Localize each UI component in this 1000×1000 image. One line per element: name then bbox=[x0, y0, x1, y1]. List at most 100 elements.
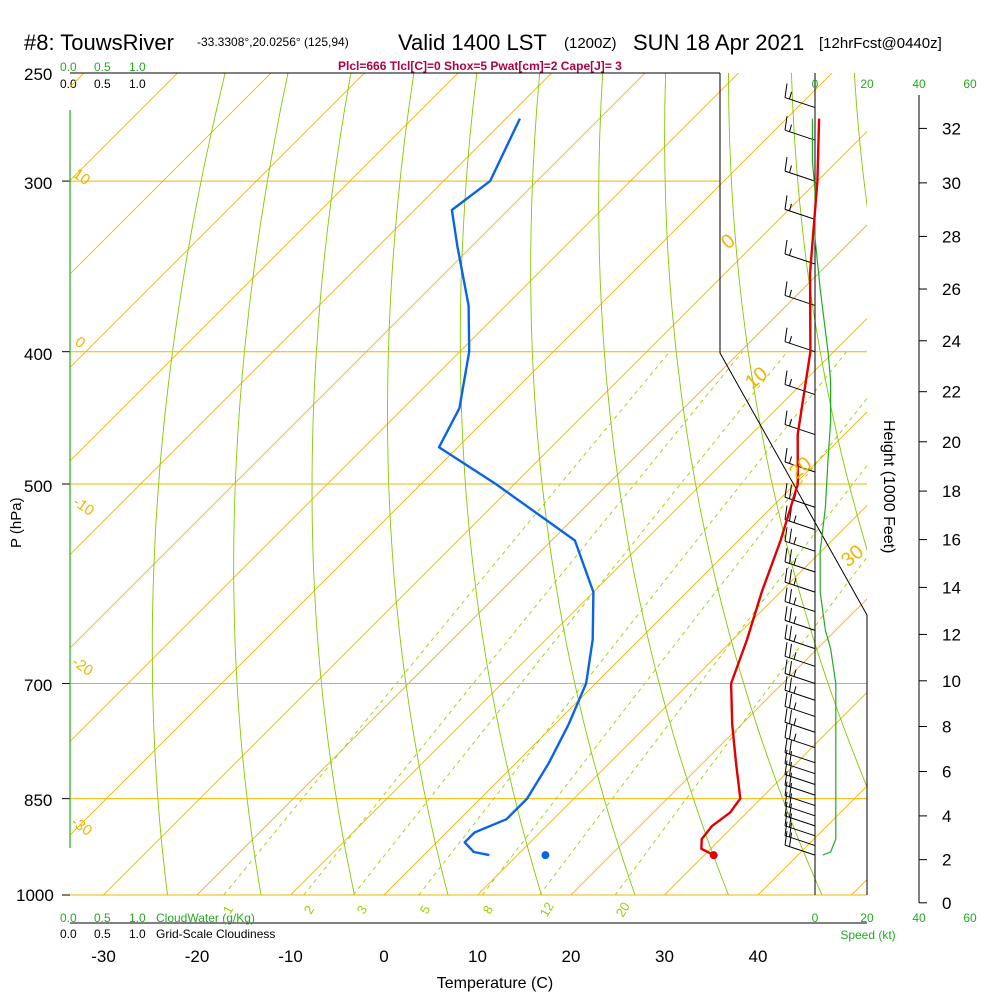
speed-tick-top: 0 bbox=[812, 77, 819, 91]
cloud-tick-bottom-green-2: 1.0 bbox=[129, 911, 146, 925]
barb-feather bbox=[784, 676, 788, 691]
speed-tick-bottom: 20 bbox=[860, 911, 874, 925]
valid-time: Valid 1400 LST bbox=[398, 30, 547, 55]
height-axis-title: Height (1000 Feet) bbox=[880, 420, 897, 553]
wind-barb bbox=[784, 527, 816, 552]
height-tick-label: 0 bbox=[942, 894, 951, 913]
mixing-ratio-line bbox=[481, 397, 867, 895]
stability-indices: Plcl=666 Tlcl[C]=0 Shox=5 Pwat[cm]=2 Cap… bbox=[338, 59, 622, 73]
wind-barb bbox=[784, 370, 816, 396]
wind-barb bbox=[784, 771, 816, 796]
barb-feather bbox=[789, 761, 792, 777]
barb-staff bbox=[784, 461, 816, 473]
barb-feather bbox=[793, 686, 797, 694]
wind-barb bbox=[784, 410, 816, 436]
isotherm-label: 20 bbox=[785, 453, 816, 484]
speed-axis-top: 0 20 40 60 bbox=[812, 77, 977, 91]
utc-time: (1200Z) bbox=[564, 35, 617, 52]
surface-dewpoint-marker bbox=[541, 851, 550, 860]
dry-adiabat-lines bbox=[151, 73, 867, 895]
barb-feather bbox=[784, 642, 788, 657]
pressure-tick-label: 300 bbox=[24, 174, 52, 193]
isotherm-line bbox=[70, 73, 272, 275]
isotherm-label: -30 bbox=[68, 813, 96, 839]
barb-feather bbox=[789, 693, 792, 709]
dewpoint-profile-line bbox=[437, 118, 595, 857]
x-tick-label: 10 bbox=[468, 947, 487, 966]
barb-feather bbox=[793, 537, 797, 545]
cloud-tick-top-green-1: 0.5 bbox=[94, 60, 111, 74]
barb-feather bbox=[784, 547, 788, 563]
cloud-tick-bottom-green-0: 0.0 bbox=[60, 911, 77, 925]
barb-feather bbox=[784, 801, 788, 816]
barb-staff bbox=[784, 208, 816, 220]
wind-barb bbox=[784, 547, 816, 573]
barb-feather bbox=[784, 738, 788, 753]
mixing-ratio-line bbox=[303, 351, 743, 895]
wind-barb bbox=[784, 723, 816, 749]
barb-feather bbox=[789, 607, 792, 622]
x-tick-label: 20 bbox=[562, 947, 581, 966]
pressure-tick-label: 1000 bbox=[16, 886, 54, 905]
barb-feather bbox=[789, 165, 792, 173]
barb-feather bbox=[789, 91, 792, 100]
mixing-ratio-label: 8 bbox=[480, 903, 497, 917]
barb-staff bbox=[784, 705, 816, 717]
barb-feather bbox=[789, 740, 792, 755]
barb-feather bbox=[784, 370, 788, 385]
wind-barb bbox=[784, 116, 816, 141]
surface-temperature-marker bbox=[709, 851, 718, 860]
height-tick-label: 22 bbox=[942, 383, 961, 402]
x-tick-label: -20 bbox=[185, 947, 210, 966]
wind-barb bbox=[784, 587, 816, 613]
isotherm-line bbox=[70, 73, 366, 369]
barb-staff bbox=[784, 844, 816, 856]
isotherm-line bbox=[70, 73, 553, 556]
barb-feather bbox=[789, 813, 792, 828]
isotherm-label: 10 bbox=[741, 363, 772, 394]
cloud-tick-top-green-0: 0.0 bbox=[60, 60, 77, 74]
isotherm-line bbox=[70, 73, 646, 649]
barb-feather bbox=[793, 733, 797, 741]
isotherm-line bbox=[290, 317, 867, 895]
mixing-ratio-label: 3 bbox=[354, 903, 371, 917]
pressure-tick-label: 400 bbox=[24, 345, 52, 364]
cloudiness-label: Grid-Scale Cloudiness bbox=[156, 927, 275, 941]
barb-staff bbox=[784, 638, 816, 650]
isotherm-line bbox=[851, 878, 867, 895]
height-tick-label: 14 bbox=[942, 578, 961, 597]
barb-feather bbox=[793, 557, 797, 566]
barb-staff bbox=[784, 561, 816, 573]
barb-feather bbox=[784, 195, 788, 210]
mixing-ratio-label: 12 bbox=[537, 899, 557, 919]
isotherm-label: -10 bbox=[70, 493, 98, 519]
temperature-axis: -30 -20 -10 0 10 20 30 40 bbox=[91, 947, 767, 966]
barb-staff bbox=[784, 673, 816, 684]
cloud-tick-bottom-black-2: 1.0 bbox=[129, 927, 146, 941]
barb-feather bbox=[789, 643, 792, 658]
x-tick-label: 0 bbox=[379, 947, 388, 966]
isotherm-line bbox=[664, 691, 867, 895]
cloud-tick-bottom-black-0: 0.0 bbox=[60, 927, 77, 941]
barb-feather bbox=[789, 456, 792, 464]
pressure-tick-label: 850 bbox=[24, 791, 52, 810]
barb-feather bbox=[789, 782, 792, 798]
isotherm-line bbox=[383, 411, 867, 895]
barb-feather bbox=[789, 569, 792, 584]
barb-feather bbox=[784, 692, 788, 707]
mixing-ratio-labels: 1 2 3 5 8 12 20 bbox=[220, 899, 633, 919]
wind-barb bbox=[784, 831, 816, 856]
barb-staff bbox=[784, 601, 816, 613]
height-tick-label: 4 bbox=[942, 807, 951, 826]
isotherm-line bbox=[103, 130, 867, 895]
isotherm-label: 0 bbox=[72, 333, 89, 352]
wind-barb bbox=[784, 568, 816, 593]
wind-barb bbox=[784, 642, 816, 667]
cloud-scale-top: 0.0 0.5 1.0 0.0 0.5 1.0 bbox=[60, 60, 146, 91]
wind-barb bbox=[784, 760, 816, 785]
isotherm-labels: 10 0 -10 -20 -30 0 10 20 30 bbox=[68, 165, 869, 839]
wind-barb bbox=[784, 749, 816, 775]
barb-feather bbox=[789, 124, 792, 132]
barb-feather bbox=[793, 616, 797, 624]
